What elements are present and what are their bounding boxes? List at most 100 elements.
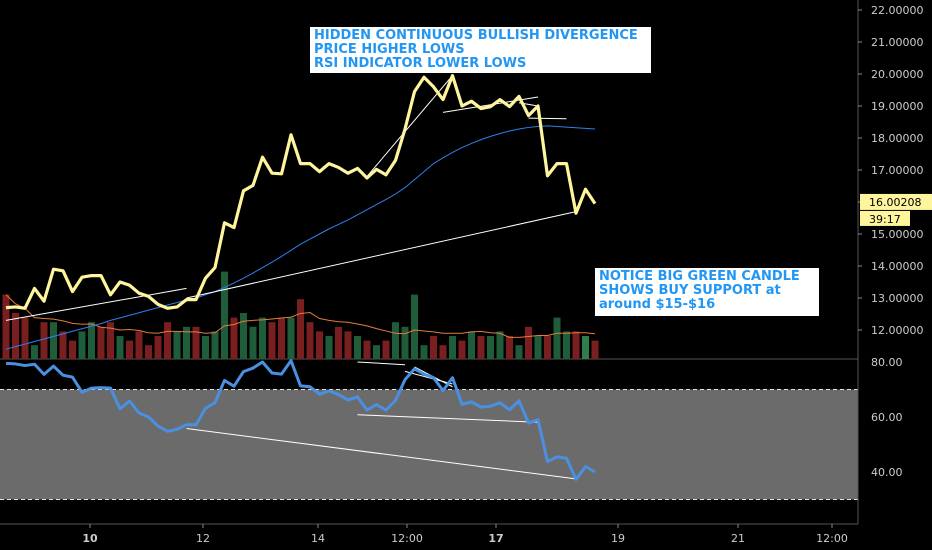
price-tick-label: 13.00000 <box>871 292 924 305</box>
volume-bar <box>335 326 342 359</box>
volume-bar <box>211 331 219 359</box>
volume-bar <box>430 336 437 359</box>
volume-bar <box>582 336 589 359</box>
volume-bar <box>221 271 228 359</box>
time-tick-label: 12 <box>196 532 210 545</box>
price-tick-label: 17.00000 <box>871 164 924 177</box>
volume-bar <box>534 336 542 359</box>
volume-bar <box>487 336 494 359</box>
rsi-trendline-4 <box>357 361 406 366</box>
volume-bar <box>78 331 86 359</box>
rsi-trendline-1 <box>357 414 539 423</box>
time-tick-label: 10 <box>82 532 98 545</box>
volume-bar <box>69 340 76 359</box>
volume-bar <box>116 336 124 359</box>
price-trendline-4 <box>528 117 567 120</box>
volume-ma-line <box>5 294 596 338</box>
volume-bar <box>306 322 314 359</box>
volume-bar <box>401 326 409 359</box>
moving-average-line <box>5 125 596 350</box>
volume-bar <box>154 336 162 359</box>
volume-bar <box>468 331 475 359</box>
volume-bar <box>202 336 209 359</box>
volume-bar <box>249 326 257 359</box>
volume-bar <box>268 322 276 359</box>
price-trendline-2 <box>366 75 453 177</box>
volume-bar <box>21 317 29 359</box>
volume-bar <box>145 345 152 359</box>
volume-bar <box>88 322 95 359</box>
rsi-band <box>0 389 858 500</box>
price-tick-label: 22.00000 <box>871 4 924 17</box>
volume-bar <box>183 326 190 359</box>
volume-bar <box>230 317 238 359</box>
price-tick-label: 20.00000 <box>871 68 924 81</box>
volume-bar <box>572 331 580 359</box>
volume-bar <box>240 313 247 359</box>
time-tick-label: 21 <box>731 532 745 545</box>
volume-bar <box>164 322 171 359</box>
volume-bar <box>173 331 181 359</box>
volume-bar <box>363 340 371 359</box>
rsi-tick-label: 60.00 <box>871 411 903 424</box>
rsi-tick-label: 80.00 <box>871 356 903 369</box>
time-tick-label: 12:00 <box>816 532 848 545</box>
volume-bar <box>192 326 200 359</box>
volume-bar <box>40 322 48 359</box>
volume-bar <box>420 345 428 359</box>
volume-bar <box>382 340 390 359</box>
volume-bar <box>297 299 304 359</box>
volume-bar <box>107 322 114 359</box>
rsi-trendline-2 <box>404 370 453 385</box>
volume-bar <box>392 322 399 359</box>
time-tick-label: 14 <box>311 532 325 545</box>
volume-bar <box>12 313 19 359</box>
last-price-tag <box>860 193 932 210</box>
price-tick-label: 15.00000 <box>871 228 924 241</box>
price-tick-label: 19.00000 <box>871 100 924 113</box>
price-tick-label: 14.00000 <box>871 260 924 273</box>
volume-bar <box>354 336 361 359</box>
volume-bar <box>344 331 352 359</box>
price-line <box>5 73 597 310</box>
price-trendline-1 <box>186 211 577 299</box>
volume-bar <box>525 326 532 359</box>
volume-bar <box>506 336 513 359</box>
volume-bar <box>553 317 561 359</box>
volume-bar <box>477 336 485 359</box>
volume-bar <box>591 340 599 359</box>
volume-bar <box>2 294 10 359</box>
volume-bar <box>496 331 504 359</box>
volume-bar <box>515 345 523 359</box>
countdown-label: 39:17 <box>869 213 901 226</box>
volume-bar <box>373 345 380 359</box>
price-tick-label: 18.00000 <box>871 132 924 145</box>
volume-bar <box>31 345 38 359</box>
last-price-label: 16.00208 <box>869 196 922 209</box>
volume-bar <box>278 317 285 359</box>
volume-bar <box>325 336 333 359</box>
volume-bar <box>287 317 295 359</box>
divergence-annotation: HIDDEN CONTINUOUS BULLISH DIVERGENCE PRI… <box>310 27 651 73</box>
volume-bar <box>126 340 133 359</box>
volume-bar <box>97 326 105 359</box>
volume-bar <box>50 322 57 359</box>
volume-bar <box>439 345 447 359</box>
price-tick-label: 21.00000 <box>871 36 924 49</box>
volume-bar <box>411 294 418 359</box>
price-trendline-0 <box>5 287 187 321</box>
time-tick-label: 12:00 <box>391 532 423 545</box>
volume-bar <box>259 317 266 359</box>
rsi-tick-label: 40.00 <box>871 466 903 479</box>
volume-bar <box>449 336 456 359</box>
rsi-line <box>5 359 596 481</box>
price-tick-label: 12.00000 <box>871 324 924 337</box>
volume-bar <box>135 331 143 359</box>
volume-bar <box>544 336 551 359</box>
volume-bar <box>59 331 67 359</box>
countdown-tag <box>860 210 910 226</box>
time-tick-label: 19 <box>611 532 625 545</box>
volume-bar <box>563 331 570 359</box>
rsi-trendline-0 <box>186 428 577 480</box>
